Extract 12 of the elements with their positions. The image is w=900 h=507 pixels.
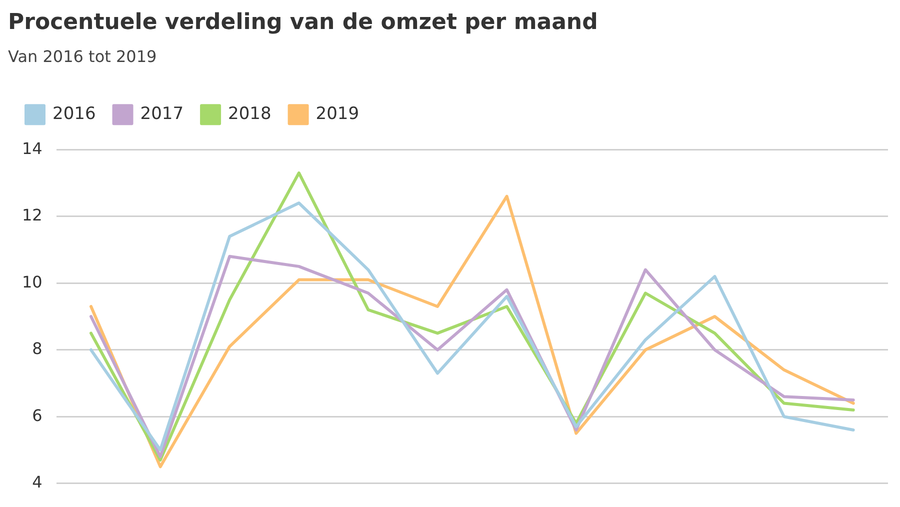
- legend-label: 2019: [316, 104, 360, 124]
- legend-label: 2017: [140, 104, 184, 124]
- y-tick-label: 10: [22, 272, 42, 292]
- chart-subtitle: Van 2016 tot 2019: [8, 47, 157, 66]
- chart-title: Procentuele verdeling van de omzet per maand: [8, 10, 598, 35]
- y-tick-label: 4: [32, 472, 42, 492]
- y-tick-label: 6: [32, 406, 42, 425]
- legend-label: 2016: [52, 104, 96, 124]
- legend-label: 2018: [228, 104, 272, 124]
- y-tick-label: 14: [22, 138, 42, 158]
- y-tick-label: 8: [32, 339, 42, 358]
- y-tick-label: 12: [22, 206, 42, 225]
